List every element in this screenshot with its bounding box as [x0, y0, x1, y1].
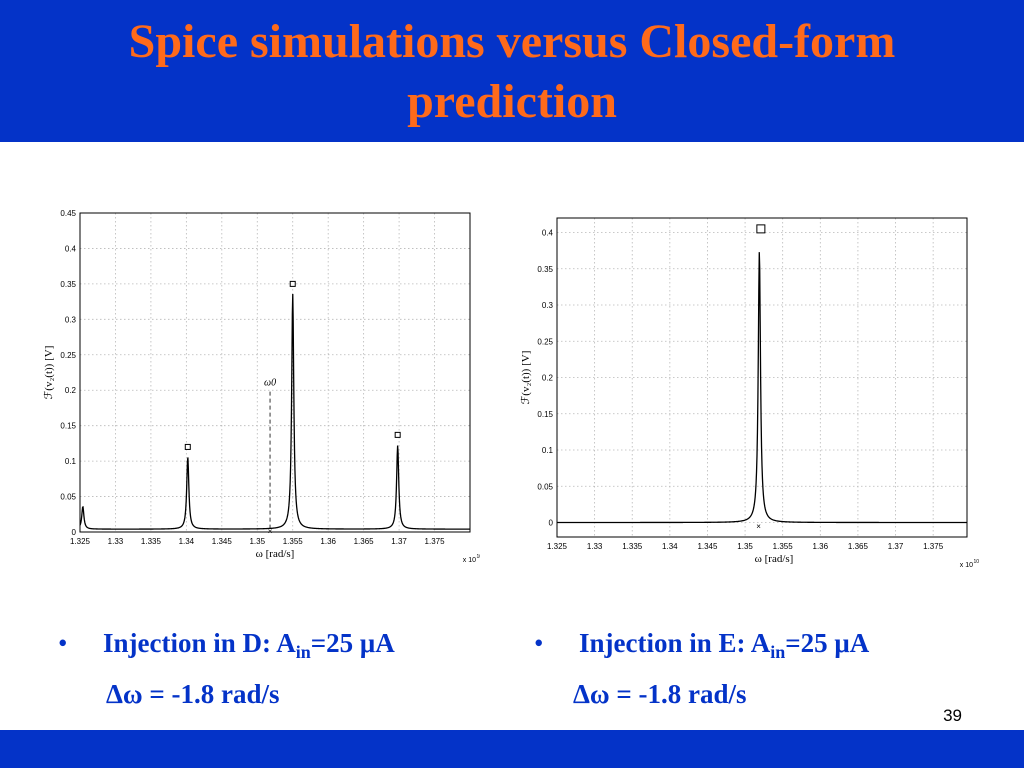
y-axis-label: ℱ(v₂(t)) [V]: [43, 346, 55, 400]
x-tick-label: 1.355: [283, 537, 304, 546]
prediction-square-marker: [394, 431, 401, 438]
prediction-square-marker: [184, 443, 191, 450]
plot-frame: [556, 217, 968, 538]
prediction-square-marker: [756, 224, 766, 234]
y-tick-label: 0.15: [60, 422, 76, 431]
y-tick-label: 0.45: [60, 209, 76, 218]
bullet-e-rest: =25 μA: [785, 628, 870, 658]
spectrum-plot-left: 1.325 1.33 1.335 1.34 1.345 1.35 1.355 1.36 1.36…: [43, 209, 480, 564]
bullet-e-sub: in: [770, 642, 786, 662]
cross-marker: ×: [756, 522, 761, 531]
y-tick-label: 0.35: [537, 265, 553, 274]
x-tick-label: 1.36: [813, 542, 829, 551]
x-tick-label: 1.35: [249, 537, 265, 546]
bullet-e-line1: Injection in E: Ain=25 μA: [579, 628, 870, 662]
bullet-marker: •: [58, 628, 68, 658]
y-tick-label: 0.35: [60, 280, 76, 289]
bullet-e-line2: Δω = -1.8 rad/s: [573, 679, 747, 709]
bullet-d-sub: in: [295, 642, 311, 662]
bullet-d-line2: Δω = -1.8 rad/s: [106, 679, 280, 709]
x-tick-label: 1.37: [888, 542, 904, 551]
x-tick-label: 1.335: [622, 542, 643, 551]
title-bar: [0, 0, 1024, 142]
x-tick-label: 1.325: [70, 537, 91, 546]
x-exponent-power: 10: [476, 554, 480, 560]
bullet-d-line1: Injection in D: Ain=25 μA: [103, 628, 395, 662]
x-tick-label: 1.335: [141, 537, 162, 546]
x-tick-label: 1.36: [320, 537, 336, 546]
x-tick-label: 1.375: [923, 542, 944, 551]
slide-title: Spice simulations versus Closed-form pre…: [0, 12, 1024, 132]
x-tick-label: 1.375: [425, 537, 446, 546]
title-line-1: Spice simulations versus Closed-form: [128, 15, 896, 68]
x-exponent-power: 10: [973, 559, 979, 565]
x-tick-label: 1.37: [391, 537, 407, 546]
x-exponent-label: x 10: [960, 562, 973, 569]
x-tick-label: 1.345: [212, 537, 233, 546]
y-tick-label: 0: [72, 528, 77, 537]
omega0-label: ω0: [264, 378, 276, 389]
x-exponent-label: x 10: [463, 557, 476, 564]
x-axis-label: ω [rad/s]: [755, 553, 794, 565]
y-tick-label: 0.3: [542, 301, 554, 310]
footer-bar: [0, 730, 1024, 768]
x-tick-label: 1.34: [179, 537, 195, 546]
cross-marker: ×: [268, 527, 273, 536]
y-tick-label: 0.4: [65, 244, 77, 253]
bullet-d-rest: =25 μA: [310, 628, 395, 658]
y-tick-label: 0.05: [537, 482, 553, 491]
x-tick-label: 1.33: [587, 542, 603, 551]
y-axis-label: ℱ(v₂(t)) [V]: [520, 351, 532, 405]
x-tick-label: 1.345: [697, 542, 718, 551]
y-tick-label: 0.25: [537, 337, 553, 346]
y-tick-label: 0.2: [65, 386, 77, 395]
x-tick-label: 1.325: [547, 542, 568, 551]
y-tick-label: 0.05: [60, 493, 76, 502]
spectrum-trace: [557, 252, 967, 524]
y-tick-label: 0.3: [65, 315, 77, 324]
x-tick-label: 1.365: [354, 537, 375, 546]
plot-frame: [79, 212, 471, 533]
y-tick-label: 0.4: [542, 229, 554, 238]
x-tick-label: 1.35: [737, 542, 753, 551]
bullet-d-label: Injection in D: A: [103, 628, 296, 658]
spectrum-plot-right: 1.325 1.33 1.335 1.34 1.345 1.35 1.355 1.36 1.36…: [520, 217, 979, 569]
y-tick-label: 0.15: [537, 410, 553, 419]
bullet-marker: •: [534, 628, 544, 658]
prediction-square-marker: [289, 280, 296, 287]
x-tick-label: 1.33: [108, 537, 124, 546]
x-tick-label: 1.34: [662, 542, 678, 551]
x-axis-label: ω [rad/s]: [256, 548, 295, 560]
x-tick-label: 1.365: [848, 542, 869, 551]
bullet-e-label: Injection in E: A: [579, 628, 771, 658]
y-tick-label: 0.1: [542, 446, 554, 455]
y-tick-label: 0: [549, 519, 554, 528]
y-tick-label: 0.2: [542, 374, 554, 383]
x-tick-label: 1.355: [773, 542, 794, 551]
title-line-2: prediction: [407, 75, 617, 128]
y-tick-label: 0.25: [60, 351, 76, 360]
y-tick-label: 0.1: [65, 457, 77, 466]
spectrum-trace: [79, 293, 470, 530]
page-number: 39: [943, 706, 962, 725]
